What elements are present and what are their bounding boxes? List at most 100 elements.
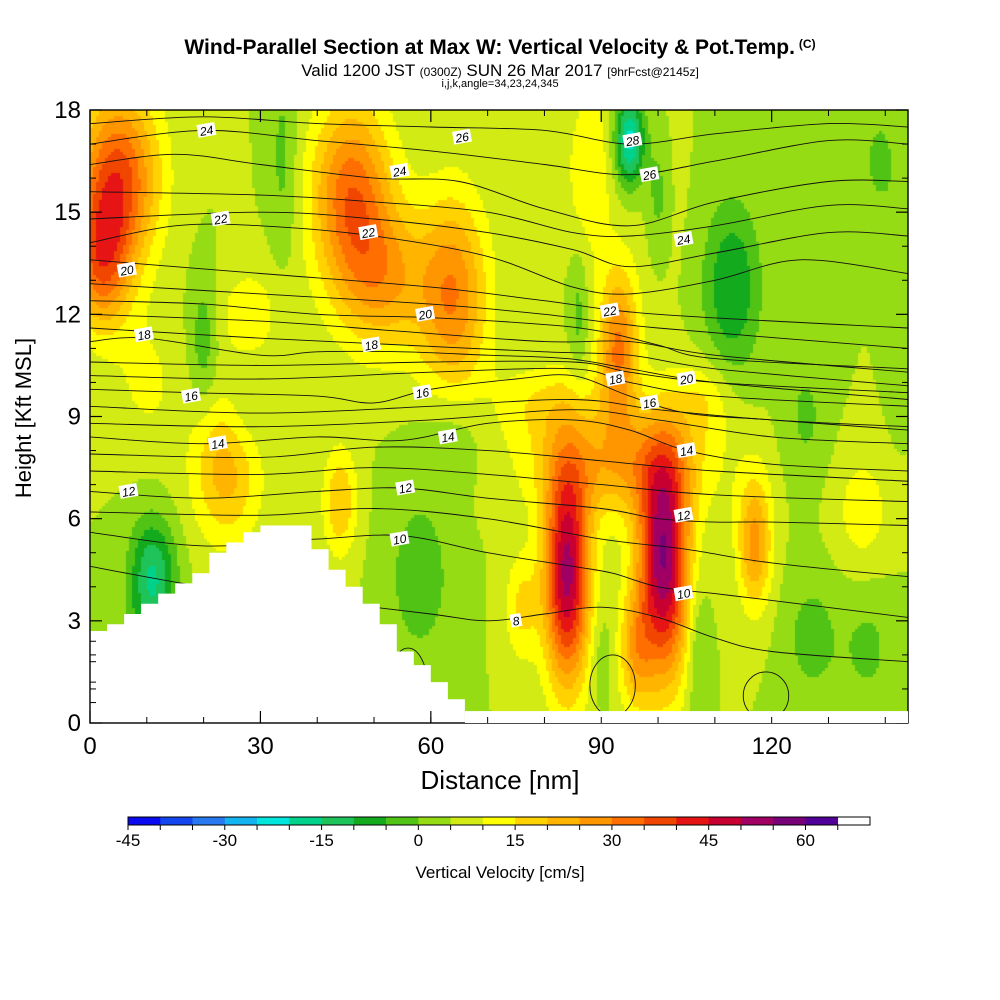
theta-contour-16-5 <box>90 367 908 407</box>
contour-label: 22 <box>358 224 379 241</box>
theta-contour-13 <box>90 446 908 482</box>
x-tick-label: 30 <box>247 733 274 760</box>
colorbar-swatch <box>128 817 161 825</box>
contour-label-text: 16 <box>642 395 658 411</box>
y-tick-label: 15 <box>54 199 81 226</box>
contour-label-text: 16 <box>415 385 431 401</box>
contour-label: 26 <box>639 166 660 183</box>
contour-label: 24 <box>673 230 694 248</box>
below-surface-strip <box>464 711 908 723</box>
contour-label-box <box>673 585 694 602</box>
contour-label-text: 20 <box>417 307 434 323</box>
contour-label-text: 14 <box>679 443 695 459</box>
contour-label-text: 20 <box>118 262 135 278</box>
contour-label-text: 8 <box>512 614 521 629</box>
y-tick-label: 9 <box>68 404 81 431</box>
colorbar-tick-label: 45 <box>699 831 718 850</box>
chart-grid-info: i,j,k,angle=34,23,24,345 <box>441 78 559 90</box>
contour-label-text: 22 <box>360 225 377 241</box>
y-tick-label: 6 <box>68 506 81 533</box>
contour-label: 14 <box>676 442 697 459</box>
colorbar-swatch <box>547 817 580 825</box>
contour-label-box <box>389 530 410 547</box>
colorbar-swatch <box>224 817 258 825</box>
theta-contour-12 <box>90 487 908 526</box>
contour-label-text: 20 <box>678 371 695 387</box>
contour-label-box <box>181 387 202 404</box>
colorbar-swatch <box>192 817 226 825</box>
colorbar-swatch <box>257 817 290 825</box>
contour-label-box <box>361 336 382 353</box>
contour-label-text: 10 <box>392 531 408 547</box>
contour-label-box <box>210 210 231 227</box>
contour-label-text: 26 <box>453 130 470 146</box>
colorbar-label: Vertical Velocity [cm/s] <box>415 863 585 882</box>
x-tick-label: 120 <box>752 733 792 760</box>
theta-contour-21 <box>90 259 908 329</box>
contour-label: 18 <box>605 370 626 388</box>
contour-label-box <box>196 121 217 138</box>
colorbar-swatch <box>708 817 742 825</box>
colorbar-swatch <box>676 817 709 825</box>
contour-label-box <box>599 302 620 319</box>
contour-label-text: 18 <box>136 327 152 343</box>
contour-label: 22 <box>599 302 620 320</box>
colorbar-swatch <box>289 817 322 825</box>
contour-label-text: 14 <box>210 436 226 452</box>
contour-label: 20 <box>116 261 137 279</box>
contour-label-box <box>509 612 523 628</box>
colorbar-swatch <box>482 817 516 825</box>
contour-label-box <box>437 428 458 445</box>
y-tick-label: 18 <box>54 97 81 124</box>
potential-temperature-contours <box>90 116 908 723</box>
contour-label-text: 16 <box>183 388 199 404</box>
contour-label: 18 <box>133 326 154 343</box>
colorbar-frame <box>127 816 871 826</box>
contour-label: 14 <box>437 428 458 445</box>
contour-label-box <box>676 370 697 387</box>
contour-label-text: 22 <box>601 303 618 319</box>
colorbar-tick-label: -30 <box>212 831 237 850</box>
contour-label-box <box>207 435 228 452</box>
contour-label: 10 <box>673 585 694 602</box>
contour-label: 28 <box>622 132 643 149</box>
colorbar-swatch <box>611 817 645 825</box>
colorbar-tick-label: 30 <box>602 831 621 850</box>
theta-contour-24-5 <box>90 129 908 176</box>
contour-label-box <box>116 261 137 278</box>
contour-label: 20 <box>676 370 697 388</box>
contour-label: 14 <box>207 435 228 452</box>
colorbar-swatch <box>321 817 355 825</box>
colorbar-swatch <box>450 817 484 825</box>
contour-label: 16 <box>639 394 660 411</box>
contour-label: 20 <box>415 305 436 323</box>
theta-contour-22-5 <box>90 211 908 268</box>
contour-label: 12 <box>118 482 139 500</box>
theta-contour-20 <box>90 300 908 370</box>
colorbar-swatch <box>386 817 419 825</box>
x-tick-label: 0 <box>83 733 96 760</box>
colorbar-swatch <box>740 817 774 825</box>
contour-label-text: 12 <box>676 508 692 524</box>
contour-label: 12 <box>395 479 416 497</box>
colorbar-swatch <box>644 817 677 825</box>
contour-label-box <box>605 370 626 387</box>
contour-label: 26 <box>452 128 473 146</box>
contour-label: 18 <box>361 336 382 354</box>
theta-contour-20-5 <box>90 283 908 349</box>
colorbar-tick-label: 15 <box>506 831 525 850</box>
colorbar-swatch <box>805 817 839 825</box>
contour-label-box <box>389 162 410 179</box>
copyright-mark: (C) <box>798 37 816 51</box>
contour-label-box <box>639 394 660 411</box>
contour-label: 16 <box>412 384 433 401</box>
y-tick-label: 3 <box>68 608 81 635</box>
theta-contour-10-5 <box>90 508 908 578</box>
theta-contour-14 <box>90 419 908 472</box>
contour-label-text: 14 <box>440 429 456 445</box>
contour-label-text: 28 <box>624 133 641 149</box>
contour-label-text: 10 <box>676 586 692 602</box>
contour-label-box <box>622 132 643 149</box>
contour-label-text: 12 <box>398 480 414 496</box>
